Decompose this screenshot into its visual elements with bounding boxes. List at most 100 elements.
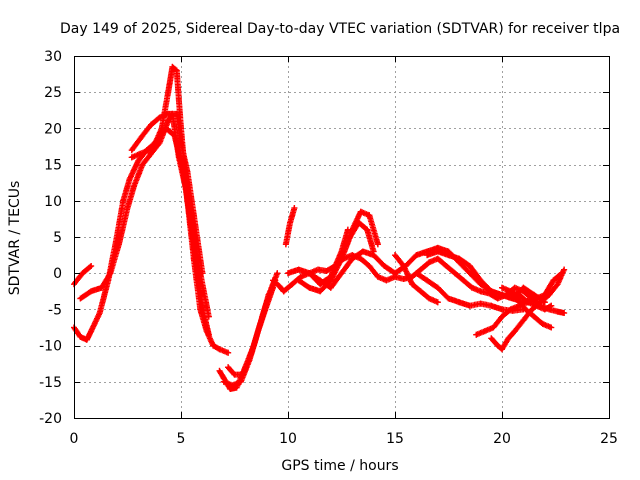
data-point	[338, 255, 345, 262]
data-point	[392, 252, 398, 259]
data-point	[561, 310, 568, 316]
data-point	[413, 252, 420, 259]
series-arc-8	[225, 270, 281, 378]
data-point	[231, 371, 238, 378]
data-point	[295, 266, 302, 273]
data-point	[537, 299, 544, 306]
data-point	[297, 273, 304, 280]
data-point	[477, 288, 484, 295]
data-point	[466, 302, 473, 309]
y-tick-label: 30	[44, 49, 62, 65]
data-point	[499, 306, 505, 313]
data-marks	[71, 63, 568, 392]
data-point	[197, 270, 204, 277]
data-point	[98, 284, 105, 291]
data-point	[531, 291, 538, 298]
series-arc-15	[282, 205, 298, 248]
x-tick-label: 20	[493, 431, 511, 447]
data-point	[165, 89, 172, 96]
data-point	[381, 263, 388, 269]
data-point	[276, 283, 283, 290]
data-point	[165, 110, 172, 117]
data-point	[445, 252, 452, 259]
data-point	[88, 328, 95, 335]
data-point	[499, 284, 505, 291]
data-point	[216, 346, 223, 353]
data-point	[205, 313, 212, 320]
data-point	[533, 302, 540, 309]
data-point	[456, 255, 463, 262]
data-point	[546, 291, 553, 298]
data-point	[315, 266, 321, 273]
data-point	[227, 386, 234, 392]
axis-ticks	[74, 56, 610, 419]
data-point	[550, 277, 557, 284]
data-point	[257, 320, 264, 327]
series-arc-21	[499, 284, 555, 313]
data-point	[323, 268, 330, 274]
data-point	[306, 284, 313, 291]
y-tick-label: 25	[44, 85, 62, 101]
data-point	[180, 168, 187, 175]
data-point	[165, 118, 172, 125]
data-point	[139, 161, 146, 168]
data-point	[426, 295, 433, 302]
data-point	[210, 342, 217, 349]
data-point	[409, 281, 416, 288]
data-point	[171, 132, 178, 139]
data-point	[79, 270, 86, 277]
data-point	[154, 136, 161, 143]
data-point	[216, 367, 223, 374]
y-tick-label: -20	[39, 411, 62, 427]
data-point	[265, 291, 272, 298]
data-point	[466, 263, 473, 269]
data-point	[291, 205, 298, 211]
data-point	[289, 281, 296, 288]
data-point	[460, 277, 467, 284]
data-point	[539, 320, 546, 327]
x-tick-label: 25	[600, 431, 618, 447]
data-point	[282, 241, 289, 248]
x-axis-label: GPS time / hours	[281, 458, 398, 474]
series-arc-12	[295, 208, 381, 295]
data-point	[274, 270, 281, 277]
data-point	[156, 114, 163, 121]
data-point	[424, 277, 431, 284]
data-point	[434, 248, 441, 255]
y-tick-label: -10	[39, 339, 62, 355]
data-point	[270, 277, 276, 284]
data-point	[205, 331, 212, 338]
data-point	[434, 299, 441, 306]
data-point	[522, 306, 529, 313]
data-point	[248, 349, 255, 356]
data-point	[499, 346, 505, 353]
y-tick-label: 0	[53, 266, 62, 282]
data-point	[511, 328, 518, 335]
chart-title: Day 149 of 2025, Sidereal Day-to-day VTE…	[60, 21, 620, 37]
data-point	[88, 263, 95, 269]
data-point	[287, 219, 294, 226]
data-point	[163, 125, 169, 132]
data-point	[374, 273, 381, 280]
data-point	[516, 291, 523, 298]
y-tick-label: 10	[44, 194, 62, 210]
data-point	[477, 300, 484, 307]
data-point	[392, 270, 398, 277]
data-point	[128, 147, 135, 154]
data-point	[220, 378, 227, 385]
data-point	[514, 295, 520, 302]
data-point	[524, 299, 531, 306]
data-point	[240, 371, 247, 378]
data-point	[77, 333, 84, 340]
data-point	[148, 121, 154, 128]
data-point	[548, 324, 555, 331]
data-point	[128, 154, 135, 161]
data-point	[477, 277, 484, 284]
x-tick-label: 0	[70, 431, 79, 447]
data-point	[77, 295, 84, 302]
data-point	[344, 226, 351, 233]
data-point	[124, 205, 131, 211]
data-point	[511, 284, 518, 291]
data-point	[126, 176, 133, 183]
data-point	[96, 310, 103, 316]
